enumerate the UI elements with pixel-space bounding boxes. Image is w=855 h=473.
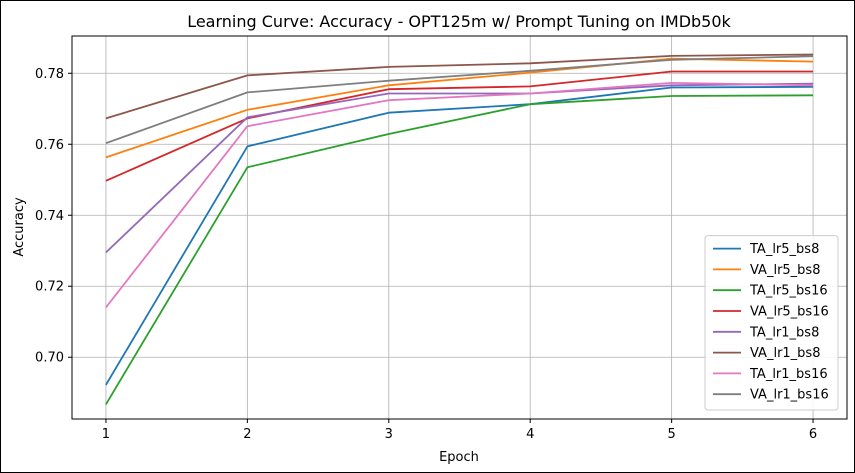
legend-label: TA_lr5_bs16 [749,284,828,299]
legend-label: VA_lr1_bs8 [750,346,820,361]
x-tick-label: 2 [243,427,251,442]
x-axis-ticks: 1 2 3 4 5 6 [102,419,817,442]
y-axis-label: Accuracy [12,197,27,257]
series-line-va-lr1-bs16 [105,55,814,145]
series-line-ta-lr1-bs8 [105,82,814,254]
legend-box [704,235,839,411]
y-tick-label: 0.70 [35,351,64,366]
x-tick-label: 1 [102,427,110,442]
legend-label: VA_lr5_bs8 [750,263,820,278]
y-tick-label: 0.74 [35,209,64,224]
y-tick-label: 0.72 [35,280,64,295]
x-tick-label: 3 [385,427,393,442]
series-layer [105,53,814,405]
legend-label: TA_lr1_bs16 [749,367,828,382]
legend-label: VA_lr5_bs16 [750,305,829,320]
legend-label: VA_lr1_bs16 [750,388,829,403]
x-tick-label: 5 [667,427,675,442]
legend-label: TA_lr5_bs8 [749,242,819,257]
legend: TA_lr5_bs8 VA_lr5_bs8 TA_lr5_bs16 VA_lr5_bs… [704,235,839,411]
x-tick-label: 4 [526,427,534,442]
x-axis-label: Epoch [439,450,479,465]
series-line-va-lr5-bs16 [105,70,814,182]
series-line-ta-lr5-bs8 [105,85,814,386]
legend-label: TA_lr1_bs8 [749,325,819,340]
x-tick-label: 6 [809,427,817,442]
series-line-ta-lr5-bs16 [105,94,814,405]
series-line-ta-lr1-bs16 [105,82,814,309]
chart-title: Learning Curve: Accuracy - OPT125m w/ Pr… [187,12,731,31]
y-tick-label: 0.76 [35,138,64,153]
plot-area-border [71,35,848,420]
y-tick-label: 0.78 [35,67,64,82]
y-axis-ticks: 0.70 0.72 0.74 0.76 0.78 [35,67,72,366]
series-line-va-lr1-bs8 [105,53,814,120]
